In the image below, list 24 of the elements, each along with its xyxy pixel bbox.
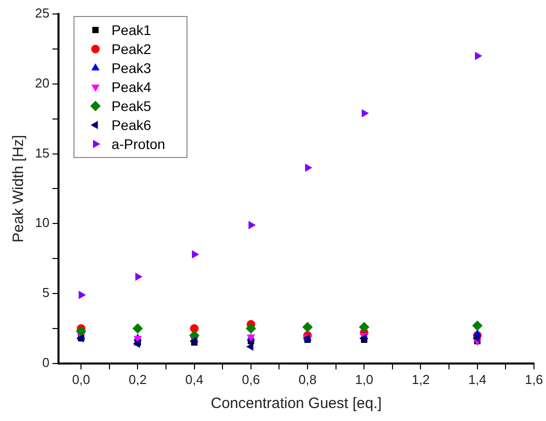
y-tick-label: 25: [34, 6, 50, 21]
y-tick-label: 10: [34, 215, 50, 230]
y-axis-title: Peak Width [Hz]: [10, 134, 28, 242]
legend-label: Peak2: [111, 40, 152, 57]
x-tick-label: 0,6: [242, 372, 260, 387]
x-tick-label: 1,6: [524, 372, 544, 387]
y-tick-label: 15: [34, 145, 50, 160]
legend-label: Peak1: [111, 22, 152, 38]
x-axis-title: Concentration Guest [eq.]: [210, 395, 382, 412]
legend-label: Peak6: [111, 116, 152, 133]
x-tick-label: 1,2: [412, 372, 430, 387]
y-tick-label: 20: [34, 75, 50, 90]
y-tick-label: 5: [42, 285, 50, 300]
x-tick-label: 0,4: [185, 372, 204, 387]
x-tick-label: 1,0: [355, 372, 374, 387]
x-tick-label: 0,2: [128, 372, 147, 387]
legend-label: Peak3: [111, 60, 152, 76]
legend-label: Peak4: [111, 78, 152, 95]
y-tick-label: 0: [42, 354, 50, 370]
legend-label: Peak5: [111, 98, 152, 114]
x-tick-label: 0,8: [298, 372, 317, 387]
x-tick-label: 0,0: [72, 372, 90, 387]
legend-label: a-Proton: [111, 136, 166, 152]
x-tick-label: 1,4: [468, 372, 486, 387]
